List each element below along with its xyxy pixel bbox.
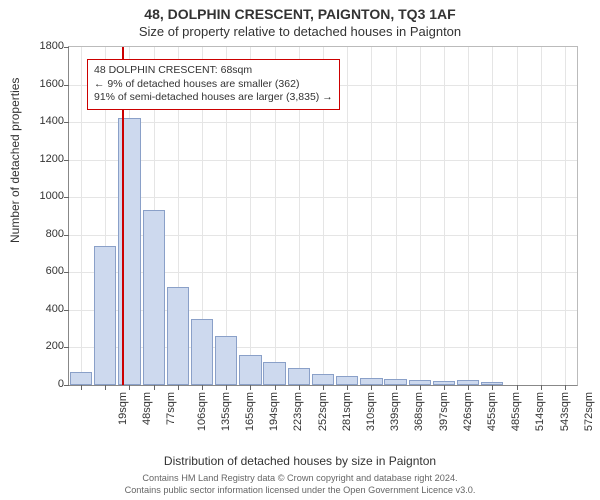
x-tick [468,385,469,390]
x-tick-label: 543sqm [559,392,571,431]
y-tick [64,122,69,123]
x-tick-label: 252sqm [317,392,329,431]
x-tick-label: 514sqm [534,392,546,431]
x-tick-label: 223sqm [293,392,305,431]
x-tick [517,385,518,390]
x-tick-label: 485sqm [510,392,522,431]
y-tick [64,235,69,236]
gridline-v [468,47,469,385]
histogram-bar [70,372,92,385]
y-tick [64,85,69,86]
x-tick [541,385,542,390]
gridline-v [565,47,566,385]
histogram-bar [336,376,358,385]
annotation-line-2: ← 9% of detached houses are smaller (362… [94,78,333,92]
y-tick-label: 200 [24,340,64,352]
x-tick [565,385,566,390]
chart-subtitle: Size of property relative to detached ho… [0,24,600,39]
histogram-bar [239,355,261,385]
x-tick-label: 77sqm [166,392,178,425]
x-tick-label: 455sqm [486,392,498,431]
gridline-v [371,47,372,385]
x-tick [420,385,421,390]
x-tick [323,385,324,390]
x-tick-label: 339sqm [389,392,401,431]
y-tick-label: 1000 [24,190,64,202]
gridline-v [420,47,421,385]
x-tick [226,385,227,390]
x-tick [347,385,348,390]
x-tick [492,385,493,390]
x-tick [275,385,276,390]
x-tick [129,385,130,390]
gridline-v [81,47,82,385]
y-tick-label: 0 [24,378,64,390]
x-tick-label: 397sqm [438,392,450,431]
y-tick [64,347,69,348]
gridline-v [541,47,542,385]
x-tick-label: 106sqm [196,392,208,431]
gridline-v [444,47,445,385]
x-tick [444,385,445,390]
y-tick [64,272,69,273]
y-tick [64,160,69,161]
x-tick [202,385,203,390]
plot-area: 48 DOLPHIN CRESCENT: 68sqm ← 9% of detac… [68,46,578,386]
y-tick-label: 800 [24,228,64,240]
x-tick-label: 135sqm [220,392,232,431]
histogram-bar [215,336,237,385]
annotation-box: 48 DOLPHIN CRESCENT: 68sqm ← 9% of detac… [87,59,340,110]
x-tick [178,385,179,390]
y-tick-label: 1400 [24,115,64,127]
gridline-v [347,47,348,385]
x-tick [371,385,372,390]
annotation-line-1: 48 DOLPHIN CRESCENT: 68sqm [94,64,333,78]
footer-line-2: Contains public sector information licen… [0,485,600,497]
y-tick-label: 1200 [24,153,64,165]
y-tick-label: 1800 [24,40,64,52]
gridline-v [396,47,397,385]
y-tick [64,385,69,386]
histogram-bar [167,287,189,385]
x-tick-label: 194sqm [268,392,280,431]
histogram-bar [288,368,310,385]
y-tick [64,197,69,198]
y-tick-label: 1600 [24,78,64,90]
y-tick-label: 400 [24,303,64,315]
chart-container: 48, DOLPHIN CRESCENT, PAIGNTON, TQ3 1AF … [0,0,600,500]
x-tick [81,385,82,390]
chart-title: 48, DOLPHIN CRESCENT, PAIGNTON, TQ3 1AF [0,6,600,22]
x-tick-label: 281sqm [341,392,353,431]
x-tick [250,385,251,390]
histogram-bar [94,246,116,385]
x-tick-label: 426sqm [462,392,474,431]
footer-line-1: Contains HM Land Registry data © Crown c… [0,473,600,485]
gridline-v [517,47,518,385]
y-axis-label: Number of detached properties [8,78,22,243]
x-tick [105,385,106,390]
annotation-line-3: 91% of semi-detached houses are larger (… [94,91,333,105]
x-tick-label: 572sqm [583,392,595,431]
x-tick [154,385,155,390]
x-tick [299,385,300,390]
gridline-v [492,47,493,385]
x-tick [396,385,397,390]
x-tick-label: 19sqm [117,392,129,425]
footer-text: Contains HM Land Registry data © Crown c… [0,473,600,496]
y-tick [64,47,69,48]
y-tick-label: 600 [24,265,64,277]
histogram-bar [263,362,285,385]
histogram-bar [191,319,213,385]
y-tick [64,310,69,311]
x-axis-label: Distribution of detached houses by size … [0,454,600,468]
x-tick-label: 368sqm [414,392,426,431]
histogram-bar [360,378,382,386]
histogram-bar [312,374,334,385]
histogram-bar [143,210,165,385]
x-tick-label: 48sqm [141,392,153,425]
x-tick-label: 310sqm [365,392,377,431]
x-tick-label: 165sqm [244,392,256,431]
